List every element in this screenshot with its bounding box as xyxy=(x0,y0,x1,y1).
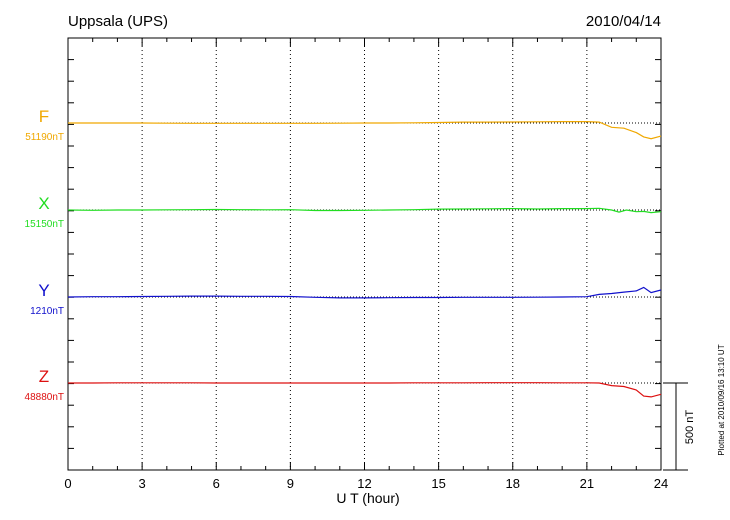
series-group xyxy=(67,120,662,398)
x-tick-label: 15 xyxy=(431,476,445,491)
baseline-label-z: 48880nT xyxy=(25,392,64,403)
x-axis-label: U T (hour) xyxy=(336,490,399,506)
baseline-label-f: 51190nT xyxy=(25,132,64,143)
x-tick-label: 12 xyxy=(357,476,371,491)
date-title: 2010/04/14 xyxy=(586,13,661,30)
series-labels: F 51190nT X 15150nT Y 1210nT Z 48880nT xyxy=(25,107,64,403)
x-tick-label: 21 xyxy=(580,476,594,491)
x-tick-labels: 0 3 6 9 12 15 18 21 24 xyxy=(64,476,668,491)
series-line-x xyxy=(67,207,662,214)
plotted-note: Plotted at 2010/09/16 13:10 UT xyxy=(717,344,726,455)
x-tick-label: 9 xyxy=(287,476,294,491)
series-name-x: X xyxy=(38,194,49,213)
x-tick-label: 24 xyxy=(654,476,668,491)
series-name-y: Y xyxy=(38,281,49,300)
series-name-z: Z xyxy=(39,367,49,386)
x-tick-label: 18 xyxy=(506,476,520,491)
series-name-f: F xyxy=(39,107,49,126)
series-line-y xyxy=(67,286,662,299)
x-tick-label: 3 xyxy=(139,476,146,491)
station-title: Uppsala (UPS) xyxy=(68,13,168,30)
baseline-label-x: 15150nT xyxy=(25,219,64,230)
series-line-z xyxy=(68,382,662,398)
grid-lines xyxy=(68,38,661,470)
x-tick-label: 6 xyxy=(213,476,220,491)
baseline-label-y: 1210nT xyxy=(30,306,64,317)
axis-ticks xyxy=(67,38,662,470)
x-tick-label: 0 xyxy=(64,476,71,491)
series-line-f xyxy=(68,120,662,140)
scale-bar: 500 nT xyxy=(663,382,696,471)
scale-bar-label: 500 nT xyxy=(684,410,696,445)
